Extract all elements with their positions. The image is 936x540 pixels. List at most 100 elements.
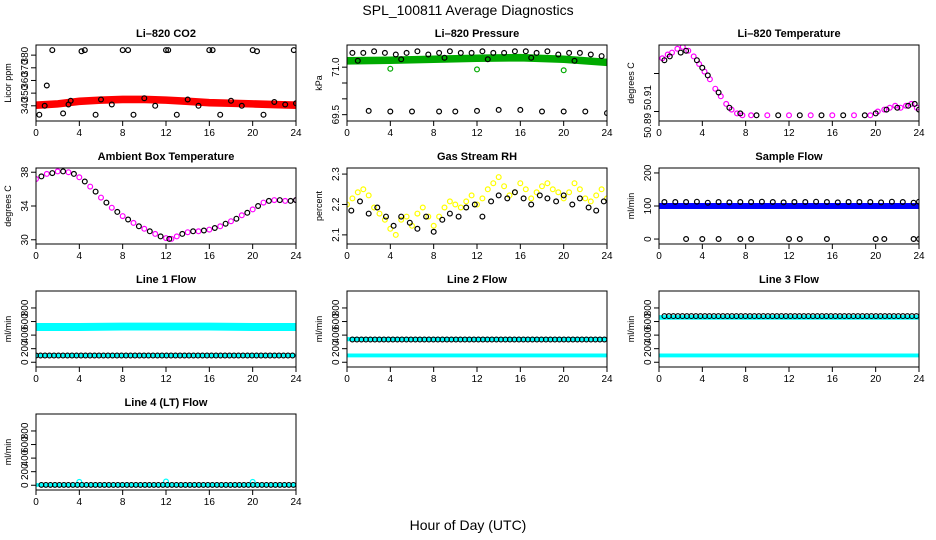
x-tick-label: 24 — [913, 251, 925, 262]
data-point — [446, 198, 453, 205]
chart-panel: Sample Flow 0 4 8 12 16 20 24 0 100 200 ml/min — [626, 151, 925, 262]
data-point — [403, 213, 410, 220]
x-tick-label: 12 — [783, 128, 795, 139]
y-tick-label: 600 — [20, 436, 31, 453]
y-tick-label: 800 — [643, 299, 654, 316]
series-1-band — [36, 483, 296, 487]
x-axis-title: Hour of Day (UTC) — [409, 517, 527, 533]
data-point — [733, 110, 740, 117]
data-point — [737, 199, 744, 206]
plot-area — [36, 47, 296, 118]
data-point — [504, 195, 511, 202]
data-point — [544, 48, 551, 55]
data-point — [357, 198, 364, 205]
data-point — [856, 199, 863, 206]
data-point — [850, 112, 857, 119]
y-tick-label: 2.1 — [331, 227, 342, 241]
data-point — [463, 198, 470, 205]
data-point — [699, 64, 706, 71]
data-point — [65, 169, 72, 176]
x-tick-label: 4 — [388, 374, 394, 385]
x-tick-label: 0 — [344, 251, 350, 262]
data-point — [683, 199, 690, 206]
y-tick-label: 340 — [20, 97, 31, 114]
plot-frame — [35, 167, 297, 245]
data-point — [271, 98, 278, 105]
y-tick-label: 360 — [20, 72, 31, 89]
x-tick-label: 12 — [160, 128, 172, 139]
data-point — [376, 210, 383, 217]
data-point — [881, 236, 888, 243]
data-point — [195, 228, 202, 235]
data-point — [398, 56, 405, 63]
data-point — [861, 112, 868, 119]
data-point — [484, 186, 491, 193]
data-point — [439, 216, 446, 223]
data-point — [910, 236, 917, 243]
data-point — [135, 223, 142, 230]
data-point — [49, 47, 56, 54]
data-point — [693, 198, 700, 205]
y-tick-label: 0 — [643, 236, 654, 242]
y-tick-label: 380 — [20, 46, 31, 63]
series-1-band — [659, 203, 919, 209]
data-point — [423, 213, 430, 220]
data-point — [566, 189, 573, 196]
data-point — [173, 233, 180, 240]
data-point — [881, 106, 888, 113]
data-point — [704, 72, 711, 79]
data-point — [726, 199, 733, 206]
panel-title: Gas Stream RH — [437, 151, 517, 163]
x-tick-label: 4 — [388, 128, 394, 139]
data-point — [894, 104, 901, 111]
y-tick-label: 400 — [20, 449, 31, 466]
data-point — [43, 170, 50, 177]
series-1-band — [36, 95, 296, 109]
data-point — [522, 48, 529, 55]
x-tick-label: 8 — [431, 128, 437, 139]
data-point — [683, 236, 690, 243]
data-point — [119, 47, 126, 54]
data-point — [365, 210, 372, 217]
data-point — [560, 67, 567, 74]
data-point — [387, 65, 394, 72]
data-point — [576, 195, 583, 202]
y-tick-label: 38 — [20, 166, 31, 178]
y-tick-label: 0 — [643, 359, 654, 365]
data-point — [383, 213, 390, 220]
x-tick-label: 4 — [700, 374, 706, 385]
x-tick-label: 12 — [471, 128, 483, 139]
data-point — [441, 54, 448, 61]
data-point — [228, 218, 235, 225]
x-tick-label: 20 — [558, 374, 570, 385]
data-point — [511, 48, 518, 55]
x-tick-label: 12 — [160, 374, 172, 385]
data-point — [209, 47, 216, 54]
data-point — [36, 111, 43, 118]
y-axis-label: kPa — [314, 75, 324, 91]
data-point — [184, 96, 191, 103]
panel-title: Line 3 Flow — [759, 274, 819, 286]
x-tick-label: 12 — [471, 374, 483, 385]
data-point — [374, 204, 381, 211]
x-tick-label: 12 — [160, 497, 172, 508]
data-point — [425, 51, 432, 58]
data-point — [349, 195, 356, 202]
data-point — [726, 104, 733, 111]
y-axis-label: percent — [314, 190, 324, 221]
data-point — [495, 192, 502, 199]
data-point — [501, 49, 508, 56]
data-point — [490, 49, 497, 56]
x-tick-label: 24 — [290, 497, 302, 508]
data-point — [867, 112, 874, 119]
data-point — [823, 236, 830, 243]
data-point — [157, 233, 164, 240]
data-point — [249, 478, 256, 485]
data-point — [414, 210, 421, 217]
data-point — [813, 198, 820, 205]
data-point — [452, 201, 459, 208]
x-tick-label: 16 — [827, 128, 839, 139]
data-point — [674, 45, 681, 52]
data-point — [538, 183, 545, 190]
